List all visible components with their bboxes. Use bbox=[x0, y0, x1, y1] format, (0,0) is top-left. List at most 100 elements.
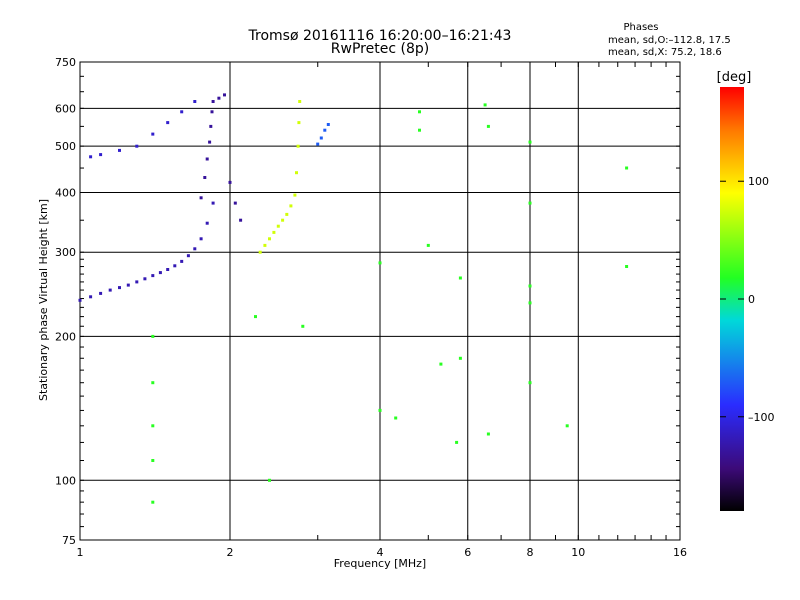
data-point bbox=[143, 277, 147, 281]
x-tick-label: 6 bbox=[464, 546, 471, 559]
data-point bbox=[151, 500, 155, 504]
data-point bbox=[394, 416, 398, 420]
y-axis-ticks: 75 100 200 300 400 500 600 750 bbox=[55, 56, 680, 547]
data-point bbox=[180, 259, 184, 263]
data-point bbox=[211, 100, 215, 103]
data-point bbox=[99, 153, 103, 157]
data-point bbox=[418, 128, 421, 132]
data-point bbox=[205, 221, 209, 225]
data-point bbox=[135, 280, 139, 284]
data-point bbox=[285, 212, 289, 216]
data-point bbox=[528, 301, 532, 305]
data-point bbox=[418, 110, 421, 114]
y-tick-label: 400 bbox=[55, 186, 76, 199]
data-point bbox=[486, 124, 490, 128]
data-point bbox=[208, 140, 212, 144]
data-point bbox=[199, 237, 203, 241]
data-point bbox=[378, 261, 382, 265]
data-point bbox=[528, 284, 532, 288]
x-tick-label: 2 bbox=[227, 546, 234, 559]
data-point bbox=[186, 254, 190, 258]
data-point bbox=[151, 274, 155, 278]
colorbar-tick-label: –100 bbox=[748, 411, 775, 424]
data-point bbox=[223, 93, 226, 97]
data-point bbox=[199, 196, 203, 200]
data-point bbox=[205, 157, 209, 161]
data-point bbox=[483, 103, 487, 107]
data-point bbox=[193, 100, 197, 103]
data-point bbox=[263, 243, 267, 247]
colorbar-label: [deg] bbox=[717, 70, 752, 85]
data-point bbox=[209, 124, 213, 128]
data-point bbox=[228, 180, 232, 184]
data-point bbox=[268, 478, 271, 482]
data-point bbox=[439, 362, 443, 366]
data-point bbox=[298, 100, 302, 103]
data-point bbox=[458, 356, 462, 360]
data-point bbox=[289, 204, 293, 208]
data-point bbox=[78, 298, 82, 302]
data-point bbox=[118, 286, 121, 290]
colorbar-ticks: 100 0 –100 bbox=[720, 175, 775, 424]
x-tick-label: 10 bbox=[571, 546, 585, 559]
chart-title: Tromsø 20161116 16:20:00–16:21:43 bbox=[248, 28, 512, 44]
x-axis-label: Frequency [MHz] bbox=[334, 557, 426, 570]
stats-o-mode: mean, sd,O:–112.8, 17.5 bbox=[608, 35, 731, 46]
data-point bbox=[118, 148, 121, 152]
data-point bbox=[528, 201, 532, 205]
data-point bbox=[281, 218, 285, 222]
data-point bbox=[625, 265, 629, 268]
data-point bbox=[258, 250, 262, 254]
data-point bbox=[625, 166, 629, 170]
data-point bbox=[565, 424, 569, 428]
y-axis-label: Stationary phase Virtual Height [km] bbox=[37, 199, 50, 401]
data-point bbox=[89, 295, 93, 299]
data-point bbox=[151, 424, 155, 428]
data-point bbox=[239, 218, 243, 222]
data-point bbox=[210, 110, 214, 114]
x-tick-label: 16 bbox=[673, 546, 687, 559]
data-point bbox=[151, 132, 155, 136]
data-point bbox=[151, 459, 155, 462]
data-point bbox=[295, 171, 298, 175]
data-point bbox=[158, 271, 162, 275]
data-point bbox=[455, 440, 459, 444]
x-axis-ticks: 1 2 4 6 8 10 16 bbox=[77, 62, 687, 559]
data-point bbox=[203, 176, 207, 179]
y-tick-label: 100 bbox=[55, 474, 76, 487]
y-tick-label: 500 bbox=[55, 140, 76, 153]
data-point bbox=[180, 110, 184, 114]
data-point bbox=[99, 291, 103, 295]
data-point bbox=[108, 288, 112, 292]
data-point bbox=[486, 432, 490, 436]
data-point bbox=[211, 201, 215, 205]
y-tick-label: 600 bbox=[55, 102, 76, 115]
data-point bbox=[528, 140, 532, 144]
data-point bbox=[166, 121, 170, 125]
colorbar-tick-label: 0 bbox=[748, 293, 755, 306]
data-point bbox=[151, 334, 155, 338]
data-point bbox=[293, 193, 297, 197]
data-point bbox=[378, 408, 382, 412]
data-point bbox=[528, 381, 532, 385]
data-point bbox=[296, 144, 300, 148]
data-point bbox=[173, 264, 177, 268]
data-point bbox=[166, 268, 170, 271]
data-point bbox=[301, 324, 305, 328]
y-tick-label: 200 bbox=[55, 330, 76, 343]
y-tick-label: 75 bbox=[62, 534, 76, 547]
stats-header: Phases bbox=[623, 22, 658, 33]
x-tick-label: 1 bbox=[77, 546, 84, 559]
data-point bbox=[217, 96, 221, 100]
y-tick-label: 300 bbox=[55, 246, 76, 259]
y-tick-label: 750 bbox=[55, 56, 76, 69]
data-point bbox=[272, 230, 276, 234]
data-point bbox=[135, 144, 139, 148]
x-tick-label: 4 bbox=[377, 546, 384, 559]
data-point bbox=[323, 128, 327, 132]
data-point bbox=[89, 155, 93, 159]
data-points bbox=[78, 93, 629, 504]
data-point bbox=[426, 243, 430, 247]
data-point bbox=[319, 136, 323, 140]
